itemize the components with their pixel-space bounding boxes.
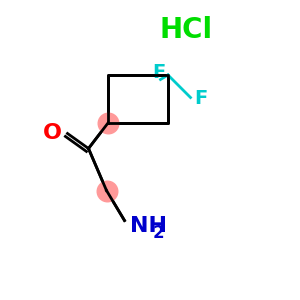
Text: F: F — [152, 62, 166, 82]
Text: O: O — [43, 124, 62, 143]
Text: 2: 2 — [152, 224, 164, 242]
Text: HCl: HCl — [159, 16, 213, 44]
Point — [106, 121, 110, 125]
Point — [104, 188, 109, 193]
Text: NH: NH — [130, 217, 167, 236]
Text: F: F — [194, 89, 208, 109]
